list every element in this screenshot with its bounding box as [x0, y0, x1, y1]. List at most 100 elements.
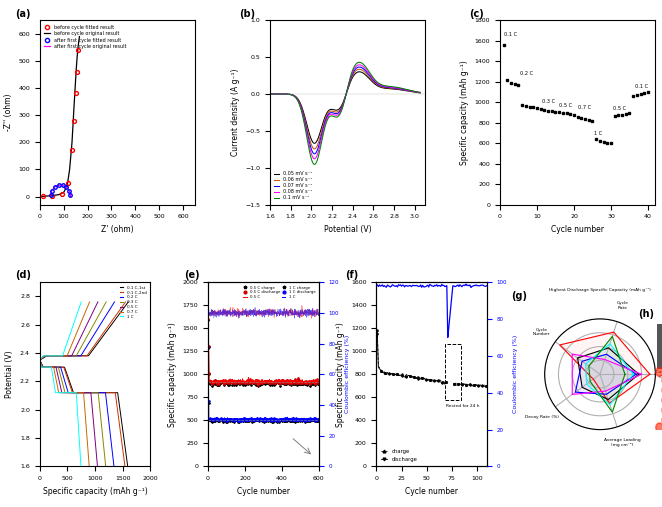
Point [253, 415, 263, 423]
Point [297, 416, 308, 424]
This Work [610, 329, 618, 335]
Point [256, 380, 266, 388]
Point [248, 416, 258, 424]
Point [226, 416, 237, 424]
Point [227, 378, 238, 386]
0.1 mV s⁻¹ [293, 95, 301, 101]
Point [244, 379, 255, 387]
Point [264, 416, 275, 424]
Point [264, 379, 275, 387]
Point [216, 377, 227, 385]
Point [260, 414, 271, 422]
Point [246, 415, 256, 423]
Point [222, 379, 232, 387]
Point [261, 416, 272, 424]
Point [298, 415, 308, 423]
Point [234, 417, 245, 425]
Point [285, 417, 295, 425]
Point [308, 415, 318, 423]
Point [226, 379, 237, 387]
Point [258, 416, 268, 424]
Legend: before cycle fitted result, before cycle original result, after first cycle fitt: before cycle fitted result, before cycle… [42, 23, 128, 51]
Point [211, 415, 222, 423]
This Work [646, 371, 654, 377]
0.05 mV s⁻¹ [334, 106, 342, 113]
Point [234, 377, 244, 385]
Point [290, 416, 301, 424]
Point [309, 417, 320, 425]
Point [264, 415, 275, 423]
Point [284, 417, 295, 425]
Point [254, 415, 264, 423]
Point [232, 418, 243, 426]
Point [235, 377, 246, 385]
Point [261, 379, 271, 387]
Point [234, 416, 245, 424]
Point [267, 418, 278, 426]
discharge [481, 383, 489, 389]
Legend: 0.5 C charge, 0.5 C discharge, 0.5 C, 1 C charge, 1 C discharge, 1 C: 0.5 C charge, 0.5 C discharge, 0.5 C, 1 … [242, 284, 317, 301]
GA-S4c [578, 358, 586, 365]
Point [203, 343, 214, 351]
discharge [483, 383, 491, 389]
Point [236, 378, 247, 386]
Point [236, 379, 247, 387]
X-axis label: Cycle number: Cycle number [551, 225, 604, 234]
Line: GA-S4c: GA-S4c [575, 354, 636, 394]
Point [208, 417, 218, 425]
Y-axis label: Specific capacity (mAh g⁻¹): Specific capacity (mAh g⁻¹) [460, 60, 469, 165]
Point [205, 378, 216, 386]
Point [308, 380, 318, 388]
Point [241, 380, 252, 388]
Point [225, 417, 236, 425]
Point [270, 415, 281, 423]
Point [259, 416, 269, 424]
Point [287, 378, 297, 386]
Point [295, 416, 305, 424]
Point [281, 378, 291, 386]
Point [291, 379, 301, 387]
Point [207, 416, 217, 424]
Point [240, 378, 250, 386]
Point [244, 415, 255, 423]
Point [218, 377, 228, 385]
Point [230, 379, 241, 387]
X-axis label: Potential (V): Potential (V) [324, 225, 371, 234]
Point [291, 416, 302, 424]
Point [229, 379, 240, 387]
Point [226, 376, 237, 384]
Point [220, 416, 231, 424]
Point [308, 378, 319, 386]
Point [256, 416, 267, 424]
Point [242, 378, 252, 386]
Point [307, 415, 317, 423]
Point [289, 380, 299, 388]
Point [308, 416, 318, 424]
Point [271, 377, 281, 385]
Point [294, 378, 305, 386]
Point [249, 378, 260, 386]
3DHG/NS6c [568, 391, 576, 397]
Point [269, 416, 280, 424]
Point [267, 416, 277, 424]
Point [203, 342, 214, 350]
Point [303, 416, 313, 424]
Point [226, 381, 237, 389]
Point [277, 376, 288, 384]
Line: discharge: discharge [377, 333, 488, 387]
Point [211, 380, 222, 388]
Point [303, 416, 314, 424]
Point [255, 379, 265, 387]
Point [305, 416, 315, 424]
Point [212, 377, 222, 385]
Point [267, 417, 278, 425]
Point [230, 415, 241, 423]
Y-axis label: Coulombic efficiency (%): Coulombic efficiency (%) [344, 335, 350, 413]
Point [313, 416, 324, 424]
Point [243, 377, 254, 385]
0.08 mV s⁻¹ [367, 73, 375, 79]
Point [295, 379, 305, 387]
Point [293, 374, 303, 382]
Point [226, 378, 237, 386]
Point [300, 417, 310, 425]
